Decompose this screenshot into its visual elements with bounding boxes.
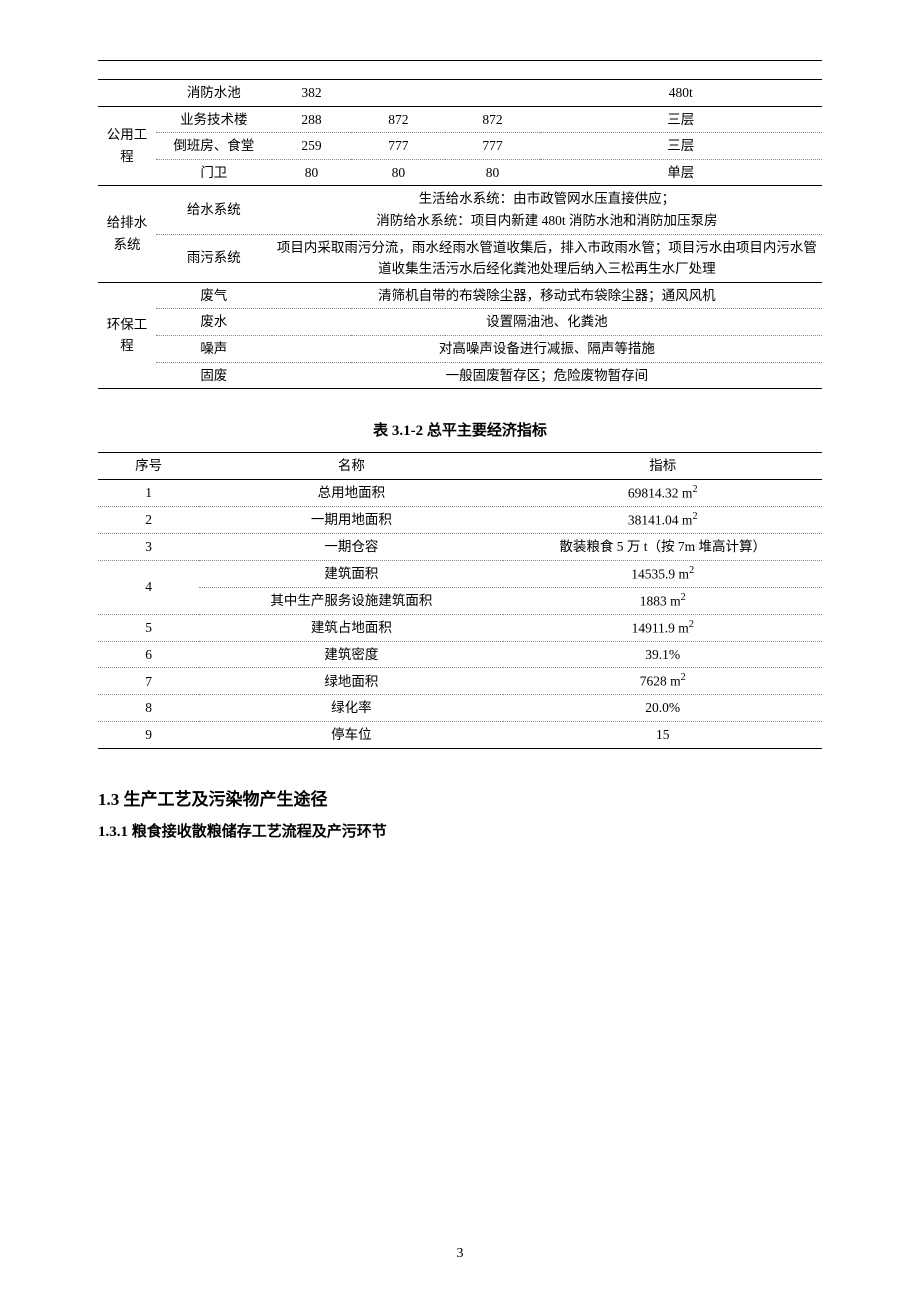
table-description-cell: 设置隔油池、化粪池	[272, 309, 822, 336]
table-value-cell	[445, 80, 539, 107]
table-category-cell: 环保工程	[98, 282, 156, 388]
table2-header-indicator: 指标	[503, 453, 822, 480]
table2-header-seq: 序号	[98, 453, 199, 480]
table-name-cell: 废水	[156, 309, 272, 336]
table-description-cell: 对高噪声设备进行减振、隔声等措施	[272, 335, 822, 362]
table-category-cell	[98, 80, 156, 107]
table2-seq-cell: 4	[98, 560, 199, 614]
table-value-cell: 777	[445, 133, 539, 160]
table-value-cell: 382	[272, 80, 352, 107]
table2-seq-cell: 8	[98, 695, 199, 722]
table-category-cell: 给排水系统	[98, 186, 156, 282]
table2-value-cell: 20.0%	[503, 695, 822, 722]
table2-name-cell: 其中生产服务设施建筑面积	[199, 587, 503, 614]
table-value-cell: 777	[351, 133, 445, 160]
table-name-cell: 消防水池	[156, 80, 272, 107]
table-value-cell: 三层	[540, 106, 822, 133]
table-value-cell: 80	[445, 159, 539, 186]
table2-value-cell: 38141.04 m2	[503, 506, 822, 533]
table2-seq-cell: 3	[98, 533, 199, 560]
header-rule	[98, 60, 822, 61]
table-name-cell: 雨污系统	[156, 234, 272, 282]
table-name-cell: 噪声	[156, 335, 272, 362]
table2-name-cell: 一期用地面积	[199, 506, 503, 533]
table2-value-cell: 1883 m2	[503, 587, 822, 614]
table-value-cell: 259	[272, 133, 352, 160]
table2-seq-cell: 6	[98, 641, 199, 668]
table2-name-cell: 一期仓容	[199, 533, 503, 560]
table-value-cell: 80	[351, 159, 445, 186]
table2-value-cell: 14535.9 m2	[503, 560, 822, 587]
table2-header-name: 名称	[199, 453, 503, 480]
table-value-cell: 三层	[540, 133, 822, 160]
table2-seq-cell: 5	[98, 614, 199, 641]
economic-indicators-table: 序号 名称 指标 1总用地面积69814.32 m2 2一期用地面积38141.0…	[98, 452, 822, 749]
table-name-cell: 门卫	[156, 159, 272, 186]
table-value-cell: 480t	[540, 80, 822, 107]
table2-value-cell: 14911.9 m2	[503, 614, 822, 641]
section-heading-1-3: 1.3 生产工艺及污染物产生途径	[98, 785, 822, 810]
table-value-cell	[351, 80, 445, 107]
table-value-cell: 872	[445, 106, 539, 133]
table2-name-cell: 总用地面积	[199, 479, 503, 506]
table2-name-cell: 建筑面积	[199, 560, 503, 587]
table2-seq-cell: 9	[98, 722, 199, 749]
table-description-cell: 一般固废暂存区；危险废物暂存间	[272, 362, 822, 389]
table2-seq-cell: 2	[98, 506, 199, 533]
table-description-cell: 项目内采取雨污分流，雨水经雨水管道收集后，排入市政雨水管；项目污水由项目内污水管…	[272, 234, 822, 282]
table2-value-cell: 散装粮食 5 万 t（按 7m 堆高计算）	[503, 533, 822, 560]
table2-seq-cell: 7	[98, 668, 199, 695]
table-name-cell: 废气	[156, 282, 272, 309]
table2-seq-cell: 1	[98, 479, 199, 506]
table2-value-cell: 15	[503, 722, 822, 749]
table-name-cell: 固废	[156, 362, 272, 389]
table-name-cell: 业务技术楼	[156, 106, 272, 133]
table2-name-cell: 绿化率	[199, 695, 503, 722]
page-number: 3	[0, 1246, 920, 1262]
table-name-cell: 给水系统	[156, 186, 272, 234]
table-value-cell: 80	[272, 159, 352, 186]
table2-name-cell: 建筑密度	[199, 641, 503, 668]
table-value-cell: 872	[351, 106, 445, 133]
table2-value-cell: 39.1%	[503, 641, 822, 668]
table2-name-cell: 停车位	[199, 722, 503, 749]
engineering-table: 消防水池382480t公用工程业务技术楼288872872三层倒班房、食堂259…	[98, 79, 822, 389]
table2-value-cell: 69814.32 m2	[503, 479, 822, 506]
table2-caption: 表 3.1-2 总平主要经济指标	[98, 419, 822, 440]
table2-value-cell: 7628 m2	[503, 668, 822, 695]
table-value-cell: 单层	[540, 159, 822, 186]
table-name-cell: 倒班房、食堂	[156, 133, 272, 160]
subsection-heading-1-3-1: 1.3.1 粮食接收散粮储存工艺流程及产污环节	[98, 820, 822, 841]
table-value-cell: 288	[272, 106, 352, 133]
table-description-cell: 生活给水系统：由市政管网水压直接供应；消防给水系统：项目内新建 480t 消防水…	[272, 186, 822, 234]
table2-name-cell: 绿地面积	[199, 668, 503, 695]
table-description-cell: 清筛机自带的布袋除尘器，移动式布袋除尘器；通风风机	[272, 282, 822, 309]
table-category-cell: 公用工程	[98, 106, 156, 186]
table2-name-cell: 建筑占地面积	[199, 614, 503, 641]
